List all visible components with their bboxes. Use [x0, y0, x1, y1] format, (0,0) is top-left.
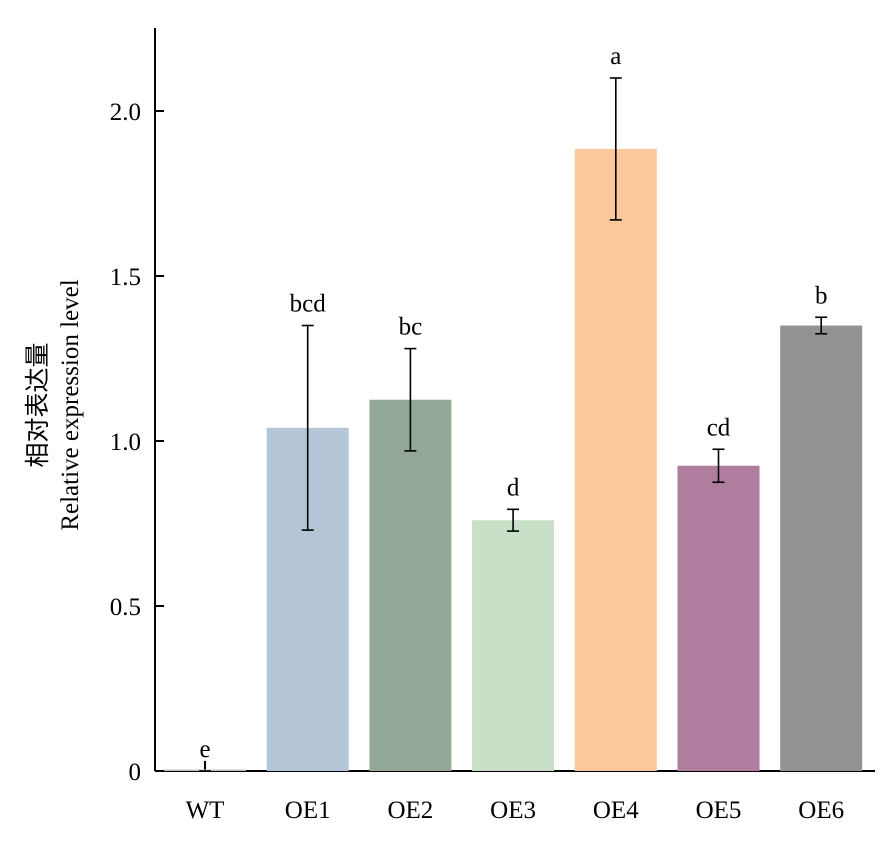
bar-oe4 — [574, 148, 657, 771]
bar-oe6 — [780, 325, 863, 771]
y-axis-title-english: Relative expression level — [57, 279, 84, 530]
y-tick-label: 1.0 — [110, 429, 141, 456]
y-tick-label: 2.0 — [110, 99, 141, 126]
significance-label: e — [199, 736, 210, 763]
bars-layer — [164, 148, 863, 771]
significance-label: b — [815, 282, 828, 309]
x-tick-label: OE3 — [490, 797, 536, 824]
y-axis-title-chinese: 相对表达量 — [24, 342, 52, 467]
significance-label: a — [610, 43, 621, 70]
bar-oe5 — [677, 465, 760, 771]
y-tick-label: 0.5 — [110, 594, 141, 621]
y-axis-title: 相对表达量 Relative expression level — [24, 279, 84, 530]
labels-layer: 0 0.5 1.0 1.5 2.0 WT e OE1 bcd OE2 bc OE3 d OE4 a OE5 cd… — [110, 43, 844, 824]
significance-label: bc — [399, 314, 423, 341]
error-bars-layer — [199, 77, 828, 772]
significance-label: bcd — [290, 291, 327, 318]
y-tick-label: 0 — [129, 759, 142, 786]
significance-label: d — [507, 474, 520, 501]
x-tick-label: OE2 — [387, 797, 433, 824]
x-tick-label: OE6 — [798, 797, 844, 824]
bar-oe2 — [369, 399, 452, 771]
x-tick-label: WT — [186, 797, 225, 824]
y-tick-label: 1.5 — [110, 264, 141, 291]
significance-label: cd — [707, 414, 731, 441]
bar-oe3 — [472, 520, 555, 771]
x-tick-label: OE5 — [696, 797, 742, 824]
x-tick-label: OE1 — [285, 797, 331, 824]
x-tick-label: OE4 — [593, 797, 639, 824]
